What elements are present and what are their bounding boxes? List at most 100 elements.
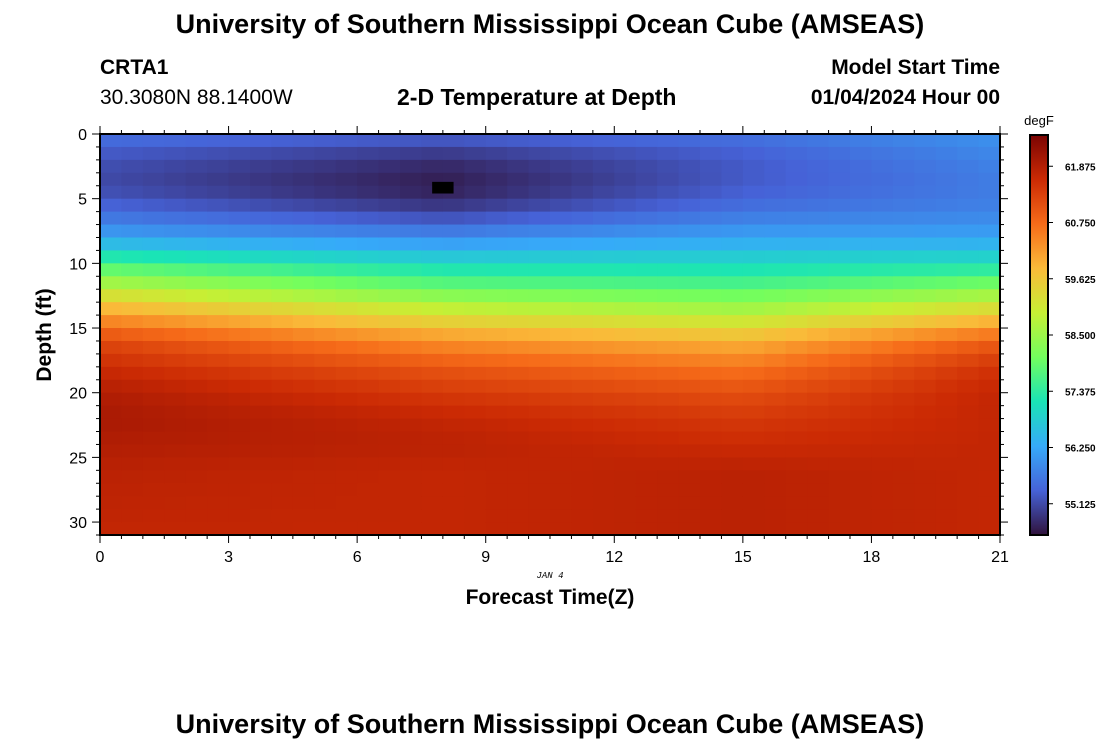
heatmap-cell bbox=[228, 289, 251, 303]
heatmap-cell bbox=[142, 509, 165, 523]
heatmap-cell bbox=[464, 302, 487, 316]
heatmap-cell bbox=[828, 211, 851, 226]
heatmap-cell bbox=[785, 353, 808, 368]
heatmap-cell bbox=[421, 431, 444, 446]
heatmap-cell bbox=[871, 302, 894, 316]
heatmap-cell bbox=[164, 315, 187, 329]
heatmap-cell bbox=[914, 444, 937, 458]
heatmap-cell bbox=[635, 172, 658, 187]
heatmap-cell bbox=[121, 159, 144, 174]
heatmap-cell bbox=[528, 431, 551, 446]
heatmap-cell bbox=[507, 237, 530, 252]
heatmap-cell bbox=[142, 185, 165, 200]
heatmap-cell bbox=[700, 146, 723, 161]
heatmap-cell bbox=[614, 146, 637, 161]
heatmap-cell bbox=[550, 366, 573, 381]
heatmap-cell bbox=[228, 379, 251, 394]
heatmap-cell bbox=[292, 392, 315, 407]
heatmap-cell bbox=[721, 340, 744, 355]
station-id: CRTA1 bbox=[100, 56, 169, 79]
heatmap-cell bbox=[850, 315, 873, 329]
heatmap-cell bbox=[271, 509, 294, 523]
heatmap-cell bbox=[228, 496, 251, 510]
heatmap-cell bbox=[807, 224, 830, 239]
heatmap-cell bbox=[185, 237, 208, 252]
heatmap-cell bbox=[314, 496, 337, 510]
heatmap-cell bbox=[292, 457, 315, 471]
heatmap-cell bbox=[550, 302, 573, 316]
heatmap-cell bbox=[142, 496, 165, 510]
heatmap-cell bbox=[614, 289, 637, 303]
heatmap-cell bbox=[871, 289, 894, 303]
heatmap-cell bbox=[185, 315, 208, 329]
heatmap-cell bbox=[957, 198, 980, 213]
heatmap-cell bbox=[635, 146, 658, 161]
heatmap-cell bbox=[935, 134, 958, 148]
heatmap-cell bbox=[742, 302, 765, 316]
heatmap-cell bbox=[185, 185, 208, 200]
heatmap-cell bbox=[892, 211, 915, 226]
heatmap-cell bbox=[485, 250, 508, 264]
heatmap-cell bbox=[721, 509, 744, 523]
heatmap-cell bbox=[485, 237, 508, 252]
heatmap-cell bbox=[314, 237, 337, 252]
heatmap-cell bbox=[892, 172, 915, 187]
heatmap-cell bbox=[957, 496, 980, 510]
heatmap-cell bbox=[485, 289, 508, 303]
heatmap-cell bbox=[764, 340, 787, 355]
heatmap-cell bbox=[571, 263, 594, 277]
heatmap-cell bbox=[742, 496, 765, 510]
heatmap-cell bbox=[742, 198, 765, 213]
heatmap-cell bbox=[442, 237, 465, 252]
heatmap-cell bbox=[957, 509, 980, 523]
heatmap-cell bbox=[185, 379, 208, 394]
heatmap-cell bbox=[357, 263, 380, 277]
heatmap-cell bbox=[421, 457, 444, 471]
heatmap-cell bbox=[700, 224, 723, 239]
y-tick-label: 5 bbox=[78, 192, 87, 209]
heatmap-cell bbox=[271, 263, 294, 277]
heatmap-cell bbox=[935, 185, 958, 200]
heatmap-cell bbox=[592, 146, 615, 161]
heatmap-cell bbox=[657, 263, 680, 277]
heatmap-cell bbox=[571, 444, 594, 458]
heatmap-cell bbox=[378, 172, 401, 187]
heatmap-cell bbox=[571, 198, 594, 213]
heatmap-cell bbox=[421, 470, 444, 484]
heatmap-cell bbox=[785, 418, 808, 433]
heatmap-cell bbox=[528, 302, 551, 316]
heatmap-cell bbox=[721, 198, 744, 213]
heatmap-cell bbox=[742, 457, 765, 471]
heatmap-cell bbox=[785, 366, 808, 381]
heatmap-cell bbox=[421, 509, 444, 523]
heatmap-cell bbox=[271, 353, 294, 368]
heatmap-cell bbox=[828, 224, 851, 239]
heatmap-cell bbox=[400, 263, 423, 277]
heatmap-cell bbox=[657, 315, 680, 329]
heatmap-cell bbox=[571, 379, 594, 394]
heatmap-cell bbox=[121, 431, 144, 446]
heatmap-cell bbox=[228, 392, 251, 407]
heatmap-cell bbox=[292, 237, 315, 252]
heatmap-cell bbox=[335, 185, 358, 200]
heatmap-cell bbox=[100, 509, 123, 523]
heatmap-cell bbox=[271, 328, 294, 342]
heatmap-cell bbox=[357, 483, 380, 497]
heatmap-cell bbox=[314, 172, 337, 187]
heatmap-cell bbox=[785, 392, 808, 407]
heatmap-cell bbox=[892, 483, 915, 497]
heatmap-cell bbox=[250, 431, 273, 446]
heatmap-cell bbox=[185, 146, 208, 161]
heatmap-cell bbox=[957, 302, 980, 316]
colorbar-tick-label: 61.875 bbox=[1065, 162, 1096, 173]
heatmap-cell bbox=[914, 431, 937, 446]
heatmap-cell bbox=[442, 392, 465, 407]
heatmap-cell bbox=[871, 496, 894, 510]
heatmap-cell bbox=[421, 276, 444, 290]
heatmap-cell bbox=[635, 496, 658, 510]
heatmap-cell bbox=[400, 457, 423, 471]
heatmap-cell bbox=[657, 198, 680, 213]
heatmap-cell bbox=[142, 457, 165, 471]
heatmap-cell bbox=[250, 211, 273, 226]
heatmap-cell bbox=[485, 328, 508, 342]
